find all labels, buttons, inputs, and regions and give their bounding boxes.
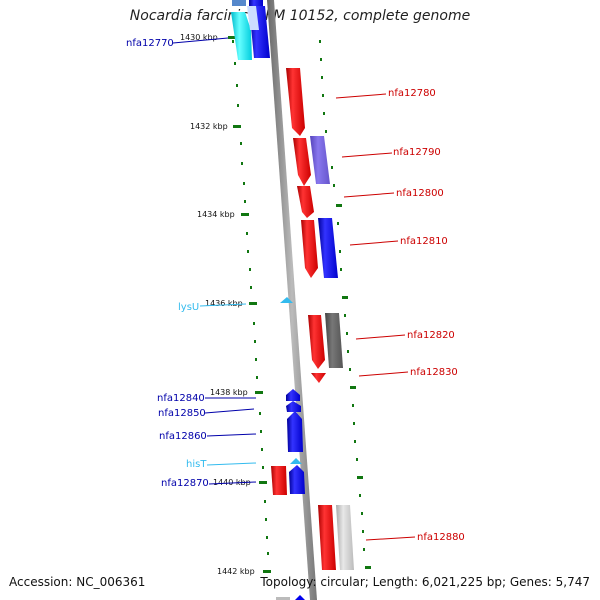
- label-nfa12800[interactable]: nfa12800: [396, 188, 444, 199]
- gene-bottom-blue[interactable]: [295, 595, 305, 600]
- gene-bottom-gray[interactable]: [276, 597, 290, 600]
- label-nfa12830[interactable]: nfa12830: [410, 367, 458, 378]
- genome-backbone: [267, 0, 317, 600]
- label-nfa12840[interactable]: nfa12840: [157, 393, 205, 404]
- tick-label-1438: 1438 kbp: [210, 388, 248, 397]
- tick-label-1430: 1430 kbp: [180, 33, 218, 42]
- label-nfa12770[interactable]: nfa12770: [126, 38, 174, 49]
- gene-top-light[interactable]: [247, 6, 259, 30]
- gene-nfa12880-a[interactable]: [318, 505, 336, 570]
- gene-nfa12830[interactable]: [311, 373, 326, 383]
- gene-block-top-b[interactable]: [249, 0, 263, 6]
- gene-nfa12820[interactable]: [325, 313, 343, 368]
- label-nfa12810[interactable]: nfa12810: [400, 236, 448, 247]
- topology-text: Topology: circular; Length: 6,021,225 bp…: [260, 575, 590, 589]
- label-nfa12780[interactable]: nfa12780: [388, 88, 436, 99]
- gene-nfa12870[interactable]: [289, 465, 305, 494]
- tick-label-1442: 1442 kbp: [217, 567, 255, 576]
- gene-block-top-c[interactable]: [231, 12, 252, 60]
- label-nfa12850[interactable]: nfa12850: [158, 408, 206, 419]
- label-nfa12860[interactable]: nfa12860: [159, 431, 207, 442]
- label-leaders: [172, 37, 416, 541]
- label-nfa12820[interactable]: nfa12820: [407, 330, 455, 341]
- gene-nfa12780[interactable]: [286, 68, 305, 136]
- tick-label-1436: 1436 kbp: [205, 299, 243, 308]
- outer-dotted-track: [319, 40, 371, 569]
- gene-nfa12840[interactable]: [286, 389, 300, 401]
- scale-ticks: [228, 36, 271, 573]
- gene-nfa12790-a[interactable]: [293, 138, 311, 186]
- trna-hisT[interactable]: [290, 458, 302, 464]
- label-nfa12880[interactable]: nfa12880: [417, 532, 465, 543]
- tick-label-1434: 1434 kbp: [197, 210, 235, 219]
- accession-text: Accession: NC_006361: [9, 575, 146, 589]
- trna-lysU[interactable]: [280, 297, 293, 303]
- gene-block-top-a[interactable]: [232, 0, 246, 6]
- gene-nfa12810-a[interactable]: [301, 220, 318, 278]
- label-lysU[interactable]: lysU: [178, 302, 199, 313]
- label-nfa12790[interactable]: nfa12790: [393, 147, 441, 158]
- tick-label-1432: 1432 kbp: [190, 122, 228, 131]
- gene-nfa12810[interactable]: [318, 218, 338, 278]
- gene-nfa12870-a[interactable]: [271, 466, 287, 495]
- label-hisT[interactable]: hisT: [186, 459, 207, 470]
- gene-nfa12880[interactable]: [336, 505, 354, 570]
- gene-nfa12850[interactable]: [286, 401, 301, 412]
- gene-nfa12790[interactable]: [310, 136, 330, 184]
- gene-nfa12800[interactable]: [297, 186, 314, 218]
- map-title: Nocardia farcinica IFM 10152, complete g…: [129, 8, 471, 24]
- gene-nfa12820-a[interactable]: [308, 315, 325, 369]
- label-nfa12870[interactable]: nfa12870: [161, 478, 209, 489]
- inner-dotted-track: [232, 40, 269, 555]
- gene-nfa12860[interactable]: [287, 411, 303, 452]
- tick-label-1440: 1440 kbp: [213, 478, 251, 487]
